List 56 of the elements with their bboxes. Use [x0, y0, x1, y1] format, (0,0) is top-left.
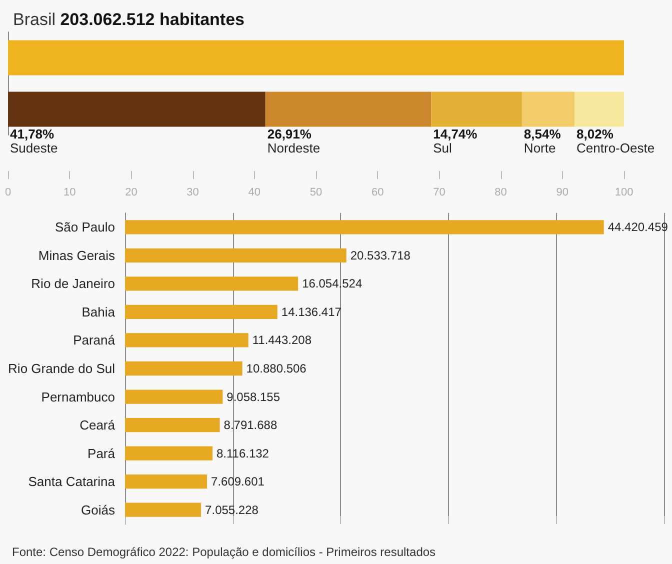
y-tick-label: Pará	[88, 446, 116, 461]
data-label: 8,02%	[576, 126, 614, 142]
bar	[125, 361, 242, 376]
series-label: Sul	[433, 140, 452, 156]
x-tick-label: 90	[556, 186, 569, 198]
bar	[125, 333, 248, 348]
y-tick-label: Rio Grande do Sul	[8, 361, 116, 376]
data-label: 20.533.718	[350, 248, 411, 262]
x-tick-label: 100	[614, 186, 634, 198]
bar	[125, 220, 604, 234]
x-tick-label: 70	[433, 186, 446, 198]
x-tick-label: 10	[63, 186, 76, 198]
x-tick-label: 30	[186, 186, 199, 198]
data-label: 9.058.155	[226, 390, 280, 404]
bar	[125, 248, 346, 262]
y-tick-label: Paraná	[73, 332, 116, 348]
data-label: 8.116.132	[216, 446, 270, 460]
source-note: Fonte: Censo Demográfico 2022: População e domicílios - Primeiros resultados	[12, 545, 436, 559]
y-tick-label: Rio de Janeiro	[31, 276, 115, 292]
data-label: 26,91%	[267, 126, 312, 142]
y-tick-label: Minas Gerais	[38, 248, 116, 263]
series-label: Norte	[524, 140, 556, 156]
data-label: 8.791.688	[224, 418, 278, 432]
y-tick-label: Pernambuco	[41, 389, 115, 404]
bar	[125, 276, 298, 291]
y-tick-label: Goiás	[81, 502, 116, 518]
data-label: 41,78%	[10, 126, 55, 142]
x-tick-label: 20	[125, 186, 138, 198]
y-tick-label: Ceará	[80, 418, 116, 433]
data-label: 14.136.417	[281, 304, 342, 319]
x-tick-label: 50	[310, 186, 322, 198]
data-label: 7.055.228	[205, 502, 259, 517]
series-label: Nordeste	[267, 140, 320, 156]
data-label: 44.420.459	[608, 220, 668, 234]
y-tick-label: Santa Catarina	[28, 474, 116, 490]
x-tick-label: 0	[4, 186, 12, 198]
data-label: 11.443.208	[252, 333, 312, 348]
bar	[125, 390, 223, 404]
x-tick-label: 80	[494, 186, 507, 198]
chart-title: Brasil 203.062.512 habitantes	[13, 10, 245, 29]
series-label: Centro-Oeste	[576, 140, 655, 156]
y-tick-label: São Paulo	[55, 220, 115, 235]
bar	[125, 418, 220, 432]
data-label: 7.609.601	[211, 474, 265, 489]
y-tick-label: Bahia	[82, 304, 116, 320]
data-label: 10.880.506	[246, 362, 307, 376]
data-label: 16.054.524	[302, 276, 362, 291]
series-label: Sudeste	[10, 140, 58, 156]
bar	[125, 304, 278, 320]
bar	[125, 446, 212, 460]
x-tick-label: 60	[371, 186, 384, 198]
x-tick-label: 40	[248, 186, 261, 198]
bar	[125, 502, 202, 517]
data-label: 14,74%	[433, 126, 478, 142]
data-label: 8,54%	[524, 126, 562, 142]
bar	[125, 474, 208, 489]
